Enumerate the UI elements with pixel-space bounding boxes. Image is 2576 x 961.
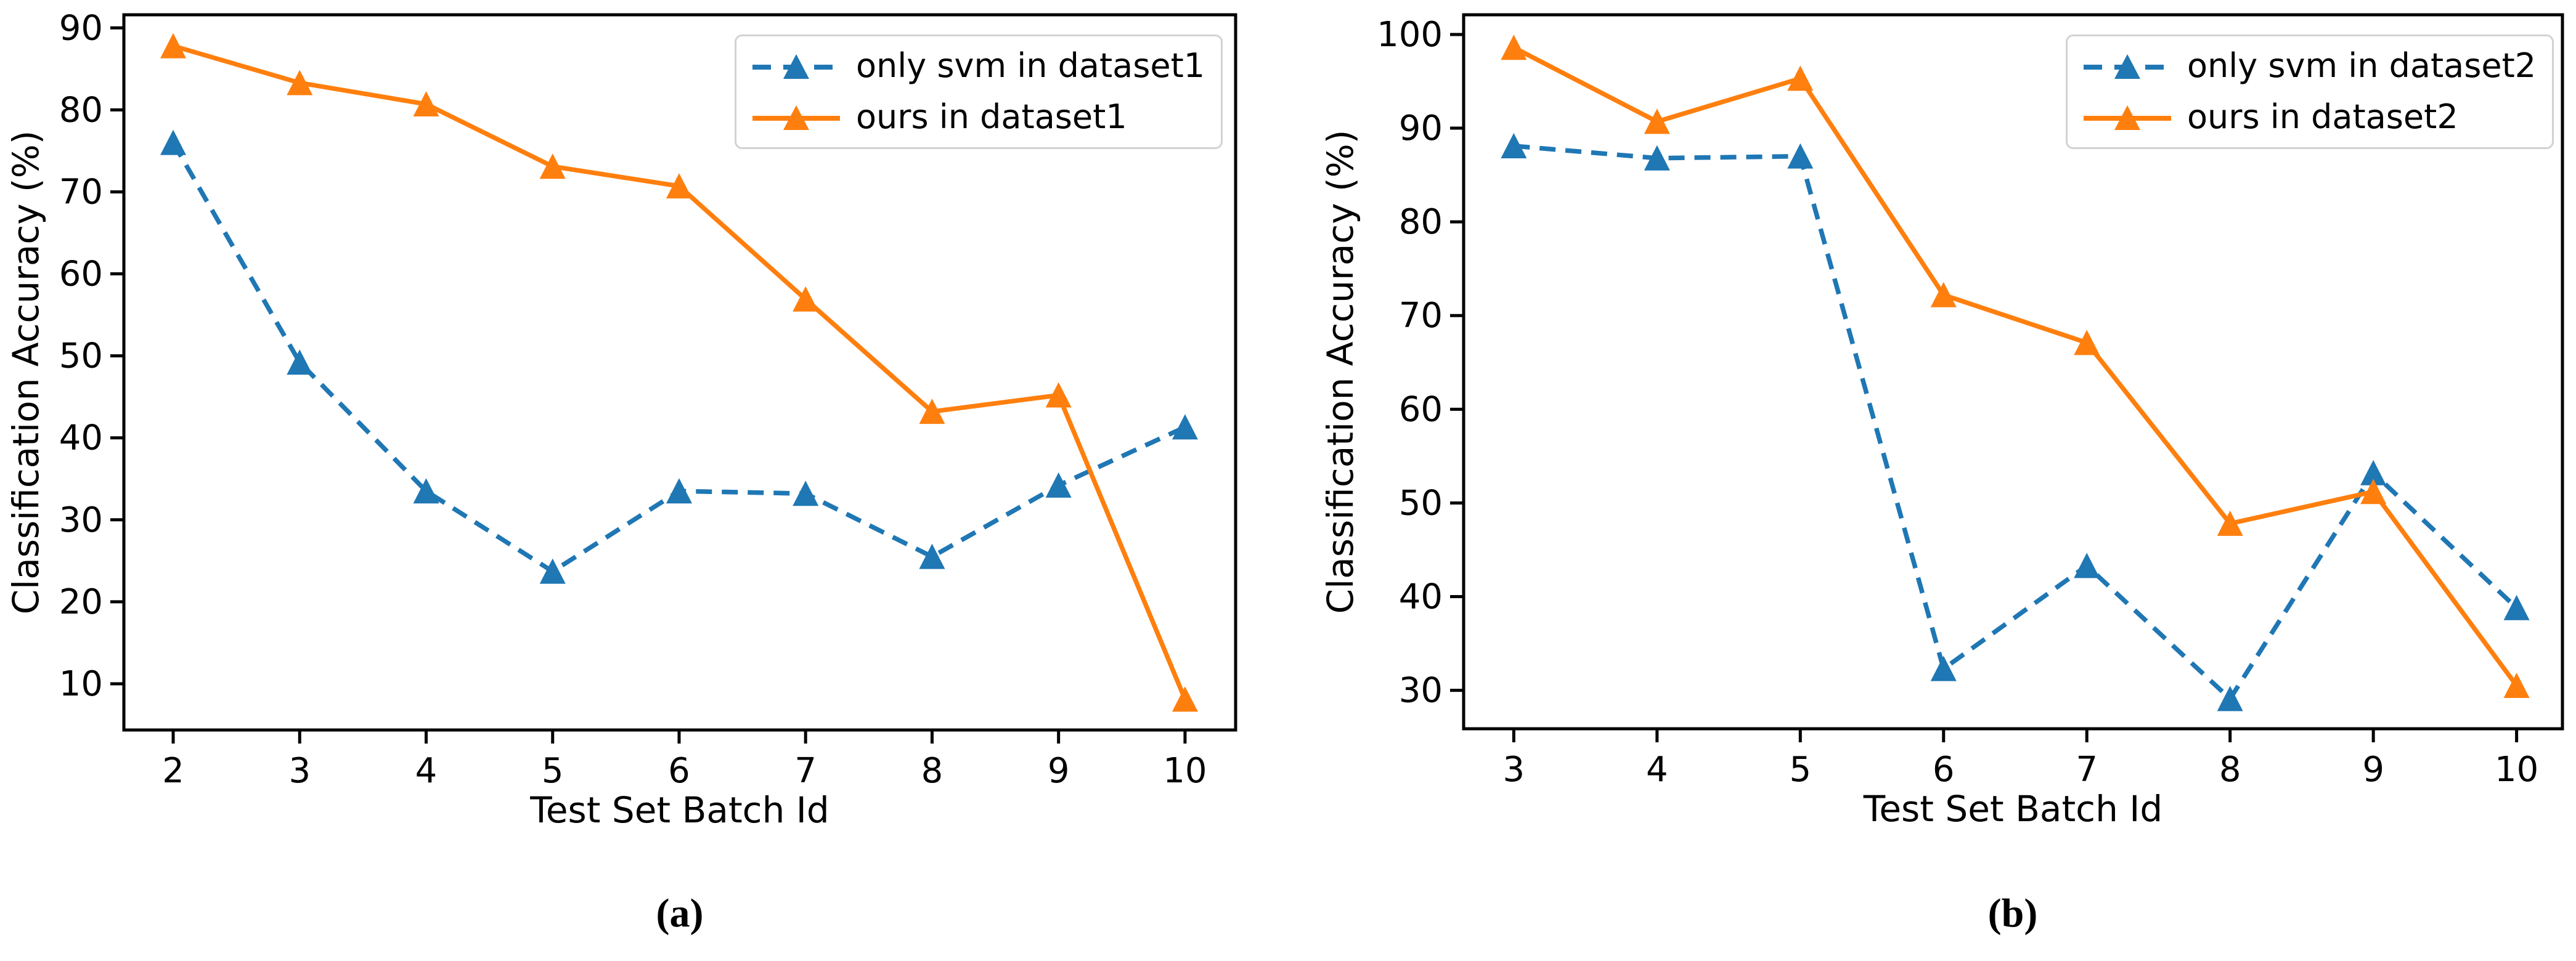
y-tick-label: 40 bbox=[59, 418, 103, 458]
legend-label: ours in dataset2 bbox=[2187, 97, 2458, 136]
data-point-marker bbox=[160, 33, 187, 59]
y-tick-label: 60 bbox=[1399, 389, 1443, 429]
data-point-marker bbox=[2503, 594, 2530, 620]
data-point-marker bbox=[1644, 145, 1670, 171]
data-point-marker bbox=[1501, 34, 1527, 60]
data-point-marker bbox=[919, 543, 945, 569]
data-point-marker bbox=[2074, 330, 2100, 355]
legend-label: only svm in dataset1 bbox=[856, 46, 1205, 85]
x-tick-label: 7 bbox=[794, 751, 817, 791]
y-tick-label: 50 bbox=[1399, 483, 1443, 523]
legend-chart-a: only svm in dataset1 ours in dataset1 bbox=[735, 34, 1223, 149]
data-point-marker bbox=[666, 173, 692, 199]
x-tick-label: 4 bbox=[1646, 750, 1668, 790]
y-tick-label: 30 bbox=[1399, 671, 1443, 711]
data-point-marker bbox=[1787, 65, 1814, 91]
x-tick-label: 10 bbox=[1163, 751, 1207, 791]
data-point-marker bbox=[1045, 472, 1072, 498]
data-point-marker bbox=[1172, 414, 1198, 440]
data-point-marker bbox=[2074, 553, 2100, 578]
legend-entry-ours: ours in dataset1 bbox=[750, 97, 1205, 137]
legend-entry-only-svm: only svm in dataset1 bbox=[750, 46, 1205, 86]
x-tick-label: 10 bbox=[2495, 750, 2538, 790]
legend-chart-b: only svm in dataset2 ours in dataset2 bbox=[2066, 34, 2554, 149]
y-tick-label: 90 bbox=[59, 8, 103, 48]
x-tick-label: 8 bbox=[921, 751, 944, 791]
data-point-marker bbox=[793, 286, 819, 312]
x-tick-label: 9 bbox=[1048, 751, 1070, 791]
y-tick-label: 60 bbox=[59, 254, 103, 294]
data-point-marker bbox=[1930, 282, 1957, 307]
y-tick-label: 50 bbox=[59, 336, 103, 376]
legend-entry-ours: ours in dataset2 bbox=[2081, 97, 2536, 137]
legend-sample-solid-line-icon bbox=[2084, 105, 2171, 131]
data-point-marker bbox=[2217, 686, 2243, 712]
data-point-marker bbox=[287, 70, 313, 95]
y-tick-label: 90 bbox=[1399, 108, 1443, 148]
x-tick-label: 5 bbox=[542, 751, 564, 791]
y-tick-label: 30 bbox=[59, 500, 103, 540]
series-line bbox=[171, 141, 1186, 574]
data-point-marker bbox=[1045, 382, 1072, 408]
y-tick-label: 80 bbox=[1399, 202, 1443, 242]
data-point-marker bbox=[2217, 510, 2243, 536]
x-tick-label: 6 bbox=[1933, 750, 1955, 790]
series-line bbox=[1514, 144, 2519, 702]
x-tick-label: 8 bbox=[2219, 750, 2241, 790]
data-point-marker bbox=[1644, 108, 1670, 134]
x-tick-label: 5 bbox=[1789, 750, 1811, 790]
data-point-marker bbox=[539, 153, 566, 179]
legend-label: ours in dataset1 bbox=[856, 97, 1127, 136]
data-point-marker bbox=[160, 129, 187, 155]
data-point-marker bbox=[2503, 673, 2530, 699]
x-tick-label: 9 bbox=[2362, 750, 2384, 790]
x-tick-label: 3 bbox=[1503, 750, 1525, 790]
x-axis-label: Test Set Batch Id bbox=[1863, 788, 2162, 830]
data-point-marker bbox=[413, 91, 439, 117]
y-tick-label: 70 bbox=[59, 172, 103, 212]
data-point-marker bbox=[1930, 655, 1957, 681]
data-point-marker bbox=[539, 558, 566, 584]
x-tick-label: 4 bbox=[415, 751, 438, 791]
y-tick-label: 100 bbox=[1377, 15, 1443, 55]
x-tick-label: 7 bbox=[2076, 750, 2098, 790]
legend-label: only svm in dataset2 bbox=[2187, 46, 2537, 85]
x-tick-label: 3 bbox=[288, 751, 311, 791]
y-tick-label: 40 bbox=[1399, 577, 1443, 617]
y-tick-label: 80 bbox=[59, 90, 103, 130]
data-point-marker bbox=[793, 480, 819, 506]
data-point-marker bbox=[1501, 132, 1527, 158]
series-line bbox=[1512, 45, 2519, 687]
x-tick-label: 2 bbox=[162, 751, 184, 791]
data-point-marker bbox=[413, 478, 439, 504]
subfigure-caption-a: (a) bbox=[656, 891, 704, 936]
y-tick-label: 10 bbox=[59, 664, 103, 704]
chart-b-canvas: 3 4 5 6 7 8 9 10 30 40 50 60 70 80 90 100 Test Set Batch… bbox=[1319, 13, 2564, 830]
data-point-marker bbox=[2360, 460, 2387, 485]
data-point-marker bbox=[919, 399, 945, 424]
data-point-marker bbox=[1172, 686, 1198, 712]
x-axis-label: Test Set Batch Id bbox=[529, 789, 829, 831]
y-axis-label: Classification Accuracy (%) bbox=[5, 131, 47, 615]
y-tick-label: 70 bbox=[1399, 296, 1443, 336]
legend-sample-solid-line-icon bbox=[752, 105, 840, 131]
data-point-marker bbox=[287, 349, 313, 375]
data-point-marker bbox=[666, 478, 692, 504]
plot-frame bbox=[1462, 13, 2564, 731]
legend-sample-dashed-line-icon bbox=[752, 54, 840, 79]
y-tick-label: 20 bbox=[59, 582, 103, 622]
subfigure-caption-b: (b) bbox=[1987, 891, 2038, 936]
chart-a-canvas: 2 3 4 5 6 7 8 9 10 10 20 30 40 50 60 70 80 90 Test Set Bat… bbox=[5, 8, 1237, 831]
y-axis-label: Classification Accuracy (%) bbox=[1319, 130, 1361, 614]
x-tick-label: 6 bbox=[668, 751, 690, 791]
data-point-marker bbox=[2360, 479, 2387, 505]
legend-sample-dashed-line-icon bbox=[2084, 54, 2171, 79]
data-point-marker bbox=[1787, 143, 1814, 169]
legend-entry-only-svm: only svm in dataset2 bbox=[2081, 46, 2536, 86]
